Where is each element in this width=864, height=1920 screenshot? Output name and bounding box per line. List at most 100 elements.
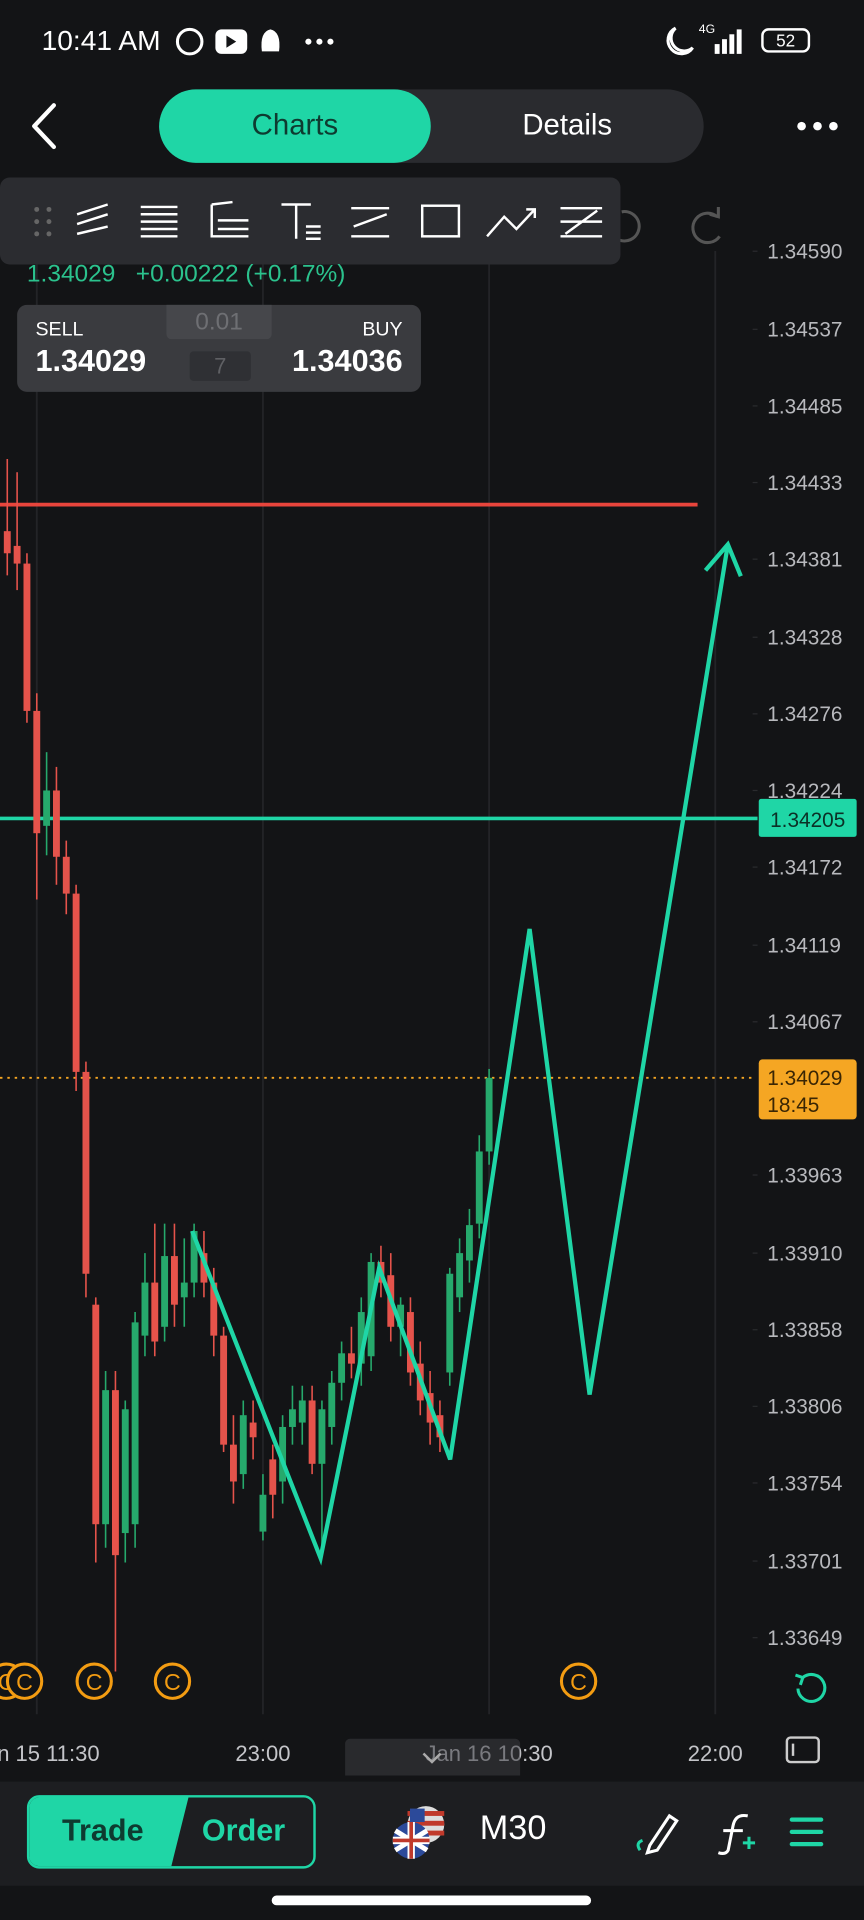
more-button[interactable] [793,115,842,137]
y-tick-label: 1.33858 [767,1319,842,1342]
timeframe[interactable]: M30 [479,1808,547,1847]
buy-label[interactable]: BUY [362,319,403,341]
y-tick-label: 1.34276 [767,703,842,726]
collapse-icon [422,1752,442,1764]
candle-body [465,1225,473,1261]
y-tick-label: 1.34433 [767,472,842,495]
quote-change: +0.00222 (+0.17%) [135,260,346,288]
spread: 7 [189,351,251,381]
candle-body [298,1400,306,1423]
level-label: 1.34205 [770,809,845,832]
screen-button[interactable] [783,1733,825,1767]
battery: 52 [761,28,811,53]
menu-button[interactable] [789,1817,824,1847]
back-button[interactable] [24,100,68,151]
reset-button[interactable] [788,1668,832,1710]
y-tick-label: 1.34381 [767,548,842,571]
candle-body [200,1253,208,1283]
bottom-icons [636,1813,824,1855]
candle-body [43,790,51,826]
order-ticket: SELL 1.34029 0.01 7 BUY 1.34036 [17,304,421,392]
draw-button[interactable] [636,1813,679,1855]
buy-price[interactable]: 1.34036 [292,344,403,379]
event-marker [75,1662,113,1700]
level-tag [758,798,857,837]
y-tick-label: 1.33806 [767,1396,842,1419]
candle-body [180,1282,188,1298]
candle-body [249,1422,257,1438]
price-tag [758,1059,857,1120]
x-tick-label: 23:00 [235,1741,290,1766]
y-tick-label: 1.33754 [767,1472,842,1495]
candle-body [141,1282,149,1336]
y-tick-label: 1.34224 [767,780,842,803]
tool-parallel[interactable] [76,203,109,236]
candle-body [102,1390,110,1525]
indicator-button[interactable] [717,1814,756,1855]
tab-charts[interactable]: Charts [159,89,431,163]
network-type: 4G [698,23,716,37]
candle-body [220,1335,228,1445]
candle-body [406,1312,414,1373]
tool-text[interactable] [281,203,321,241]
candle-body [33,710,41,834]
undo-redo [615,206,721,245]
candle-body [23,563,31,711]
y-tick-label: 1.34328 [767,627,842,650]
tool-rect[interactable] [420,204,461,238]
order-button[interactable]: Order [201,1813,286,1848]
event-label: C [16,1669,33,1695]
candle-body [259,1494,267,1532]
arrow-head [703,540,743,577]
candle-body [3,531,11,554]
tool-channel[interactable] [351,206,390,238]
y-tick-label: 1.34590 [767,241,842,264]
collapse-handle[interactable] [345,1738,521,1776]
pair-flags[interactable] [389,1801,450,1865]
candle-body [72,893,80,1072]
event-label: C [86,1669,103,1695]
candle-body [82,1071,90,1274]
trade-button[interactable]: Trade [61,1813,144,1848]
x-tick-label: 22:00 [688,1741,743,1766]
candle-body [485,1077,493,1152]
tab-bar: Charts Details [159,89,704,163]
price-tag-value: 1.34029 [767,1067,842,1090]
candle-body [151,1282,159,1342]
candle-body [229,1444,237,1482]
tool-path[interactable] [486,208,537,238]
tool-fib[interactable] [140,205,178,238]
candle-body [161,1256,169,1327]
lot-size[interactable]: 0.01 [166,304,272,340]
event-label: C [570,1669,587,1695]
sell-price[interactable]: 1.34029 [35,344,147,379]
moon-icon [666,26,694,56]
trade-order-toggle: Trade Order [26,1795,316,1869]
event-marker [5,1662,44,1700]
y-tick-label: 1.34119 [767,935,841,958]
home-indicator [271,1895,592,1906]
candle-body [170,1256,178,1305]
trend-drawing [190,544,730,1566]
candle-body [308,1400,316,1464]
candle-body [13,545,21,564]
quote: 1.34029 +0.00222 (+0.17%) [27,261,345,289]
event-marker [559,1662,598,1700]
tool-fan[interactable] [210,200,249,238]
sell-label[interactable]: SELL [35,319,84,341]
battery-level: 52 [776,30,796,51]
candle-body [456,1253,464,1298]
candle-body [338,1353,346,1383]
candle-body [397,1304,405,1327]
candle-body [269,1459,277,1495]
tab-details[interactable]: Details [522,108,613,143]
drawing-toolbar [0,177,621,265]
price-tag-countdown: 18:45 [767,1094,819,1117]
y-tick-label: 1.34067 [767,1011,842,1034]
candle-body [357,1312,365,1364]
candle-body [53,790,60,857]
tool-range[interactable] [560,206,603,238]
